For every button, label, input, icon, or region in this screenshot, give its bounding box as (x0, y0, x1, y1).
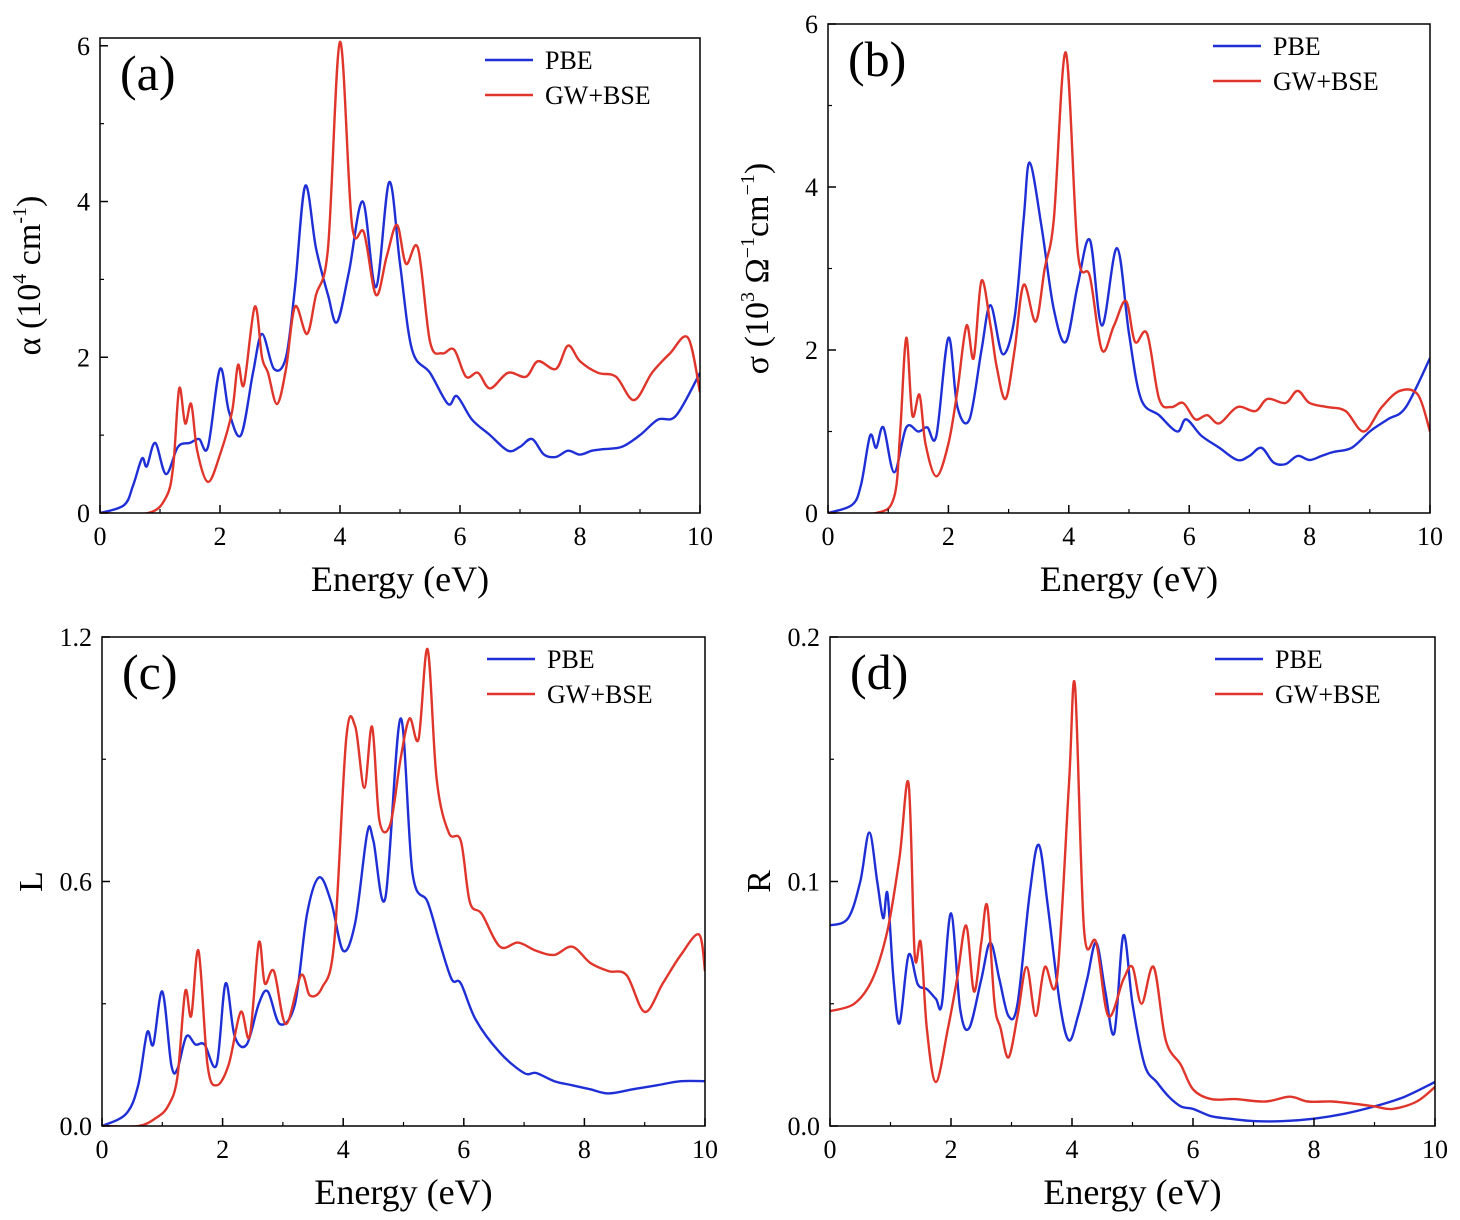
x-axis-label: Energy (eV) (314, 1172, 492, 1212)
x-tick-label: 6 (457, 1135, 470, 1164)
y-label-close: ) (11, 196, 48, 207)
y-tick-label: 2 (805, 336, 818, 365)
series-line-pbe (102, 717, 705, 1126)
x-tick-label: 8 (1308, 1135, 1321, 1164)
x-tick-label: 10 (687, 522, 713, 551)
legend-label: GW+BSE (547, 680, 653, 709)
y-tick-label: 0.0 (60, 1112, 93, 1141)
y-label-unit-sup: −1 (737, 237, 759, 258)
legend-label: PBE (545, 46, 593, 75)
panel-d: 0 2 4 6 8 10 0.0 0.1 0.2 Energy (eV) R (d) PBE GW+BSE (741, 623, 1448, 1212)
x-tick-label: 4 (1062, 522, 1075, 551)
y-label-unit: cm (11, 224, 48, 274)
x-tick-label: 0 (824, 1135, 837, 1164)
y-tick-label: 0.6 (60, 868, 93, 897)
x-axis-label: Energy (eV) (1043, 1172, 1221, 1212)
x-tick-label: 10 (692, 1135, 718, 1164)
plot-frame (829, 636, 1436, 1127)
legend-label: PBE (1273, 32, 1321, 61)
x-tick-label: 8 (1303, 522, 1316, 551)
x-tick-label: 2 (945, 1135, 958, 1164)
y-tick-label: 2 (77, 343, 90, 372)
x-tick-label: 10 (1417, 522, 1443, 551)
y-tick-label: 0 (805, 499, 818, 528)
panel-c: 0 2 4 6 8 10 0.0 0.6 1.2 Energy (eV) L (c) PBE GW+BSE (13, 623, 718, 1212)
series-line-pbe (830, 831, 1435, 1123)
x-tick-label: 6 (1183, 522, 1196, 551)
y-label-sup: 4 (9, 274, 31, 284)
x-tick-label: 2 (214, 522, 227, 551)
series-line-gw-bse (828, 51, 1430, 513)
y-label-unit2-sup: −1 (737, 174, 759, 195)
y-tick-label: 6 (77, 32, 90, 61)
y-label-unit2: cm (739, 195, 776, 237)
y-tick-label: 6 (805, 10, 818, 39)
y-axis-label: σ (103 Ω−1cm−1) (737, 163, 776, 374)
series-line-gw-bse (100, 40, 700, 513)
x-tick-label: 4 (1066, 1135, 1079, 1164)
series-line-gw-bse (830, 679, 1435, 1111)
x-axis-label: Energy (eV) (311, 559, 489, 599)
y-label-main: σ (10 (739, 302, 776, 374)
y-label-main: R (741, 870, 778, 893)
y-label-unit-sup: -1 (9, 207, 31, 224)
panel-label: (c) (122, 644, 178, 700)
x-tick-label: 10 (1422, 1135, 1448, 1164)
legend-label: PBE (1275, 645, 1323, 674)
legend-label: PBE (547, 645, 595, 674)
x-axis-label: Energy (eV) (1040, 559, 1218, 599)
y-label-close: ) (739, 163, 776, 174)
legend-label: GW+BSE (1273, 67, 1379, 96)
x-tick-label: 0 (96, 1135, 109, 1164)
y-tick-label: 0.1 (788, 868, 821, 897)
y-tick-label: 1.2 (60, 623, 93, 652)
legend-label: GW+BSE (1275, 680, 1381, 709)
y-tick-label: 0.0 (788, 1112, 821, 1141)
x-tick-label: 0 (94, 522, 107, 551)
x-tick-label: 4 (337, 1135, 350, 1164)
series-line-pbe (828, 161, 1430, 513)
y-tick-label: 0 (77, 499, 90, 528)
y-axis-label: α (104 cm-1) (9, 196, 48, 356)
y-tick-label: 4 (805, 173, 818, 202)
legend-label: GW+BSE (545, 81, 651, 110)
x-tick-label: 6 (454, 522, 467, 551)
x-tick-label: 6 (1187, 1135, 1200, 1164)
panel-label: (b) (848, 31, 906, 87)
panel-label: (d) (850, 644, 908, 700)
panel-label: (a) (120, 45, 176, 101)
x-tick-label: 0 (822, 522, 835, 551)
series-line-gw-bse (102, 647, 705, 1126)
y-label-unit: Ω (739, 258, 776, 292)
y-label-main: α (10 (11, 284, 48, 356)
y-tick-label: 4 (77, 188, 90, 217)
plot-frame (101, 636, 706, 1127)
y-axis-label: R (741, 870, 778, 893)
x-tick-label: 2 (942, 522, 955, 551)
series-line-pbe (100, 180, 700, 513)
plot-frame (827, 23, 1431, 514)
y-label-main: L (13, 871, 50, 892)
x-tick-label: 8 (574, 522, 587, 551)
y-axis-label: L (13, 871, 50, 892)
y-label-sup: 3 (737, 292, 759, 302)
y-tick-label: 0.2 (788, 623, 821, 652)
x-tick-label: 2 (216, 1135, 229, 1164)
x-tick-label: 4 (334, 522, 347, 551)
x-tick-label: 8 (578, 1135, 591, 1164)
